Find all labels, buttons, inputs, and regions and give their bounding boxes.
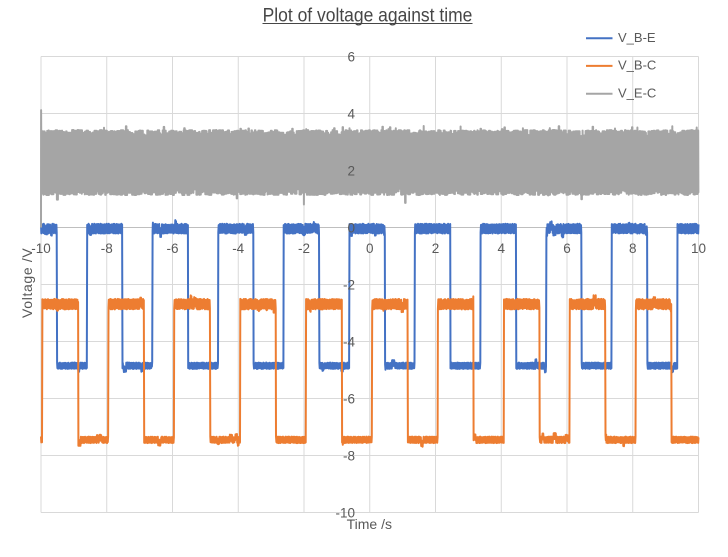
svg-text:-10: -10 [335,505,355,520]
svg-text:2: 2 [432,241,440,256]
svg-text:8: 8 [629,241,637,256]
svg-text:Plot of voltage against time: Plot of voltage against time [263,5,473,26]
svg-text:6: 6 [563,241,571,256]
svg-text:-6: -6 [166,241,178,256]
svg-text:-8: -8 [343,448,355,463]
svg-text:Time /s: Time /s [347,516,392,532]
svg-text:-2: -2 [343,277,355,292]
svg-text:-2: -2 [298,241,310,256]
svg-text:2: 2 [347,163,355,178]
svg-text:V_B-C: V_B-C [618,58,656,73]
svg-text:V_B-E: V_B-E [618,30,656,45]
svg-text:-10: -10 [31,241,51,256]
svg-text:0: 0 [366,241,374,256]
svg-text:4: 4 [347,106,355,121]
svg-text:Voltage /V: Voltage /V [19,248,35,318]
svg-text:-8: -8 [101,241,113,256]
svg-text:6: 6 [347,49,355,64]
svg-text:4: 4 [497,241,505,256]
svg-text:-4: -4 [343,334,355,349]
svg-text:V_E-C: V_E-C [618,86,656,101]
svg-text:-4: -4 [232,241,244,256]
svg-text:0: 0 [347,220,355,235]
svg-text:10: 10 [691,241,706,256]
svg-text:-6: -6 [343,391,355,406]
